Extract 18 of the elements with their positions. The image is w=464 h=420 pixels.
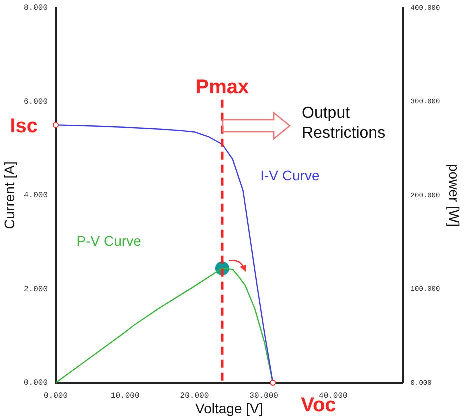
text: P-V Curve <box>76 233 142 250</box>
y-tick-label: 2.000 <box>24 285 48 294</box>
annotation: Output Restrictions <box>302 104 387 144</box>
y-tick-label: 0.000 <box>24 379 48 388</box>
y-tick-label: 6.000 <box>24 98 48 107</box>
y-tick-label: 8.000 <box>24 4 48 14</box>
y-axis-title: Current [A] <box>1 162 18 230</box>
x-tick-label: 40.000 <box>319 392 348 401</box>
series-label: I-V Curve <box>260 168 320 184</box>
y-tick-label: 4.000 <box>24 192 48 201</box>
y2-axis-title: power [W] <box>446 164 463 228</box>
x-tick-label: 0.000 <box>44 392 68 401</box>
x-tick-label: 10.000 <box>110 392 140 401</box>
x-tick-label: 20.000 <box>180 392 210 401</box>
x-axis-title: Voltage [V] <box>196 400 264 416</box>
x-tick-label: 30.000 <box>250 392 279 401</box>
ref-line-label: Pmax <box>196 76 250 98</box>
annotation: Isc <box>10 116 38 138</box>
